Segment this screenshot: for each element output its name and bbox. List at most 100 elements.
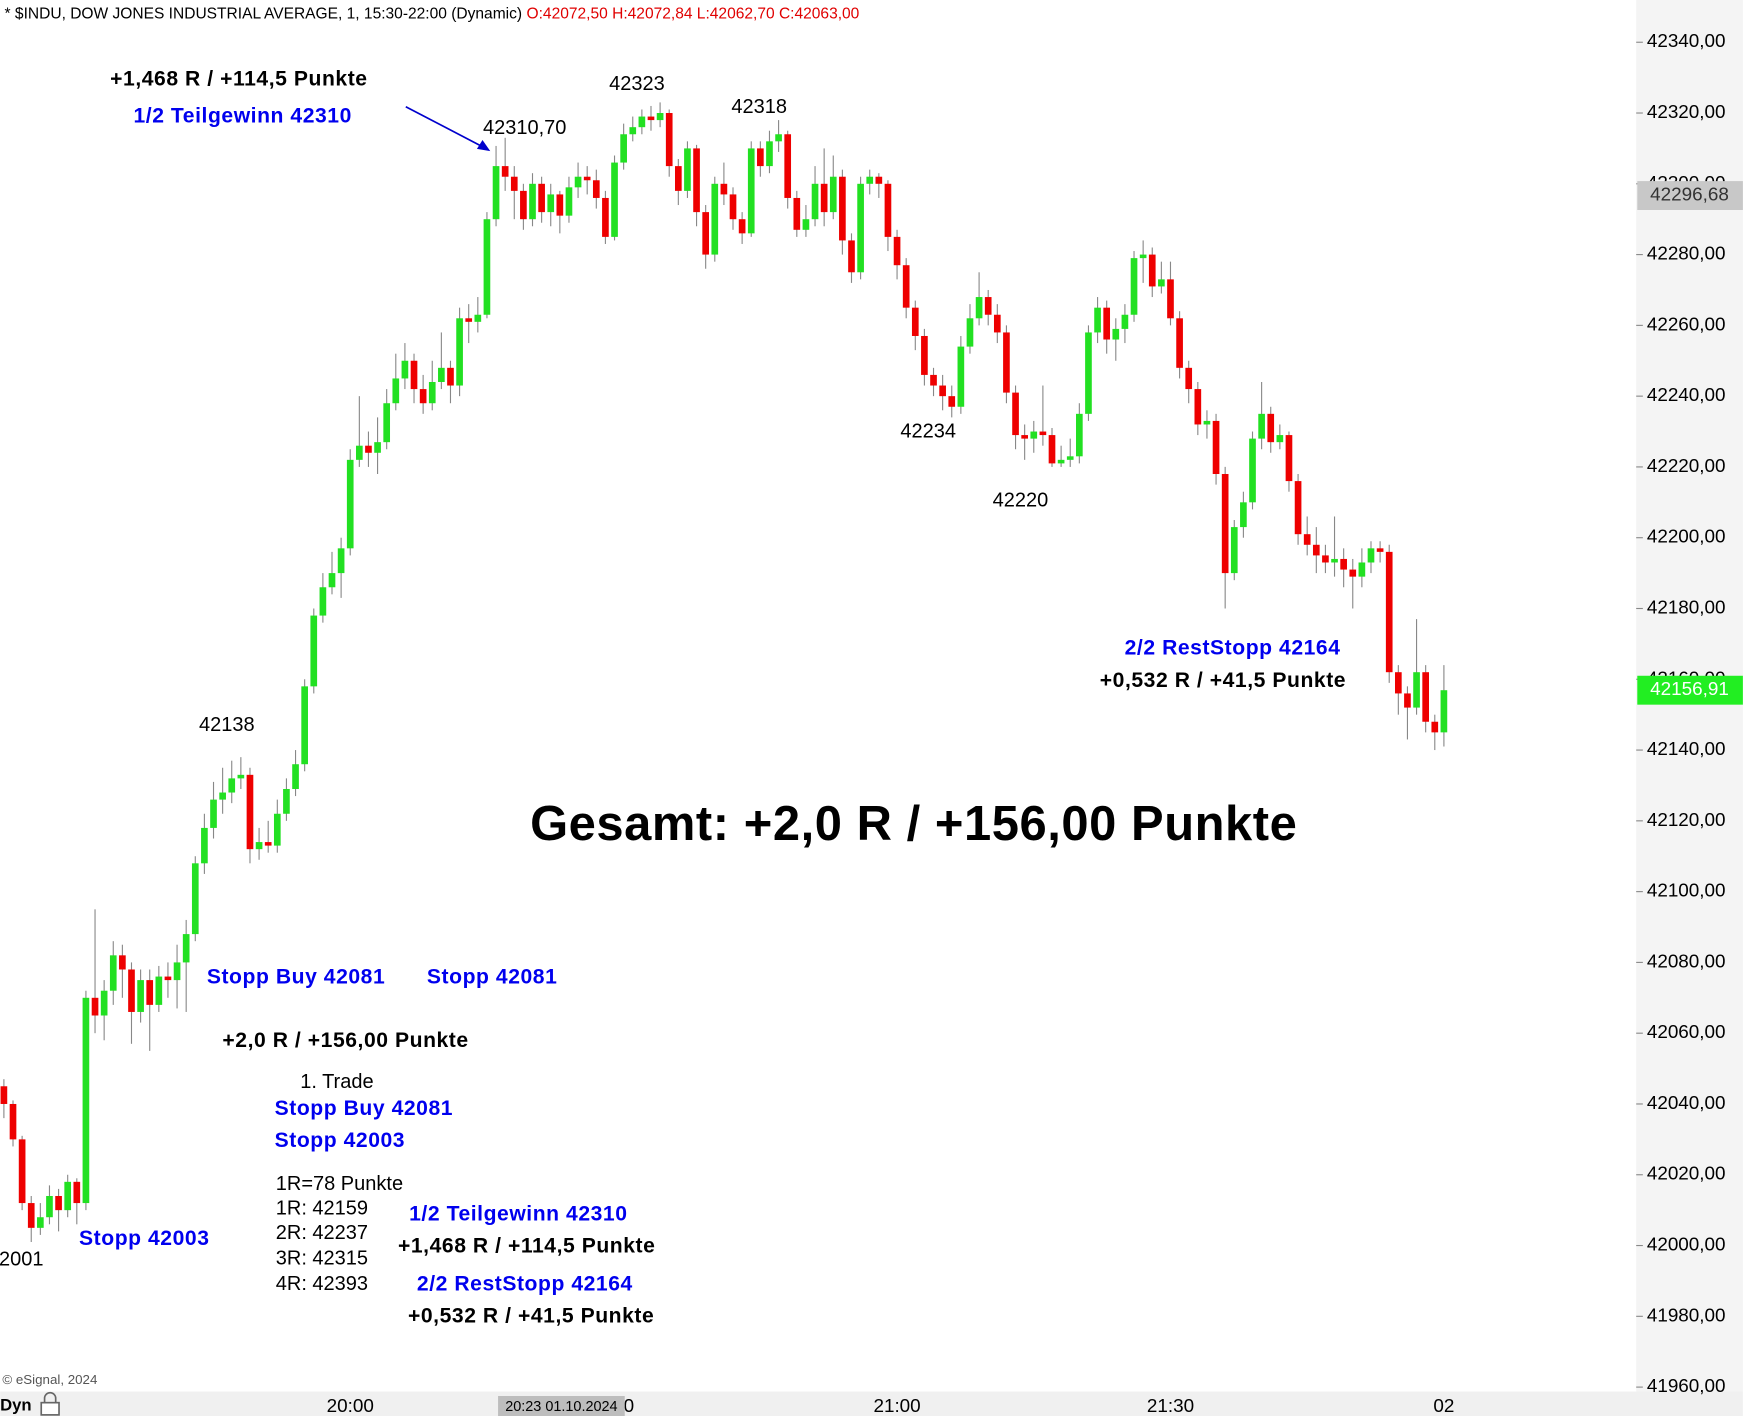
candle-body <box>793 197 801 230</box>
crosshair-box <box>498 1395 625 1416</box>
candle-body <box>392 378 400 404</box>
candle-body <box>811 183 819 220</box>
candle-body <box>592 180 600 198</box>
candle-body <box>665 113 673 167</box>
candle-body <box>729 194 737 220</box>
candle-body <box>784 134 792 198</box>
candle-body <box>611 162 618 237</box>
candle-body <box>447 367 454 386</box>
annotation: 42310,70 <box>483 117 566 139</box>
candle-body <box>975 297 983 319</box>
candle-body <box>374 442 381 453</box>
candle-body <box>210 799 217 828</box>
candle-body <box>1121 314 1129 329</box>
candle-body <box>902 265 910 308</box>
annotation: 1R: 42159 <box>276 1198 368 1220</box>
x-tick-label: 21:00 <box>873 1396 920 1416</box>
annotation: 1R=78 Punkte <box>276 1173 403 1195</box>
title-text: * $INDU, DOW JONES INDUSTRIAL AVERAGE, 1… <box>5 6 523 23</box>
y-tick-label: 41980,00 <box>1647 1305 1726 1326</box>
candle-body <box>1422 672 1430 722</box>
candle-body <box>1139 254 1147 259</box>
annotation: Stopp 42003 <box>79 1227 209 1250</box>
candle-body <box>137 980 144 1012</box>
y-tick-label: 42240,00 <box>1647 385 1726 406</box>
candle-body <box>264 842 272 846</box>
candle-body <box>1331 558 1338 563</box>
candle-body <box>693 148 700 213</box>
candle-body <box>219 792 226 800</box>
candle-body <box>1194 389 1202 425</box>
candle-body <box>292 764 299 789</box>
y-tick-label: 42100,00 <box>1647 881 1726 902</box>
candle-body <box>55 1195 62 1211</box>
price-marker-label: 42296,68 <box>1650 185 1729 206</box>
candle-body <box>301 686 308 765</box>
candle-body <box>984 297 992 315</box>
y-tick-label: 42220,00 <box>1647 456 1726 477</box>
candle-body <box>182 934 190 963</box>
annotation: Stopp Buy 42081 <box>275 1097 453 1120</box>
candle-body <box>629 127 637 135</box>
footer-label: Dyn <box>0 1395 31 1414</box>
candle-body <box>875 176 883 184</box>
candle-body <box>711 183 719 255</box>
candle-body <box>1085 332 1092 414</box>
candle-body <box>1148 254 1156 287</box>
candle-body <box>438 367 445 382</box>
candle-body <box>766 141 773 167</box>
candle-body <box>1012 392 1019 436</box>
candle-body <box>1440 690 1448 733</box>
candle-body <box>1249 438 1256 503</box>
candle-body <box>310 615 318 687</box>
candle-body <box>747 148 755 234</box>
candle-body <box>91 997 99 1016</box>
candle-body <box>37 1217 44 1228</box>
y-tick-label: 42320,00 <box>1647 102 1726 123</box>
candle-body <box>1367 548 1375 563</box>
y-tick-label: 42020,00 <box>1647 1164 1726 1185</box>
candle-body <box>1176 318 1183 368</box>
candle-body <box>510 176 518 191</box>
candle-body <box>957 346 965 407</box>
y-tick-label: 42060,00 <box>1647 1022 1726 1043</box>
candle-body <box>1431 721 1439 733</box>
candle-body <box>155 976 163 1005</box>
candle-body <box>1276 435 1284 443</box>
candle-body <box>529 183 536 220</box>
candle-body <box>1039 431 1047 436</box>
candle-body <box>1267 413 1275 443</box>
candle-body <box>1322 555 1329 563</box>
ohlc-label: O:42072,50 H:42072,84 L:42062,70 C:42063… <box>527 6 860 23</box>
candle-body <box>520 190 527 220</box>
candle-body <box>993 314 1001 333</box>
candle-body <box>930 374 937 386</box>
price-marker <box>1637 181 1743 210</box>
lock-icon <box>40 1391 60 1416</box>
candle-body <box>191 863 199 935</box>
candle-body <box>1312 544 1320 556</box>
annotation: +2,0 R / +156,00 Punkte <box>222 1029 468 1052</box>
candle-body <box>46 1195 53 1218</box>
candle-body <box>1130 258 1138 315</box>
y-tick-label: 42080,00 <box>1647 951 1726 972</box>
y-tick-label: 42140,00 <box>1647 739 1726 760</box>
price-marker-label: 42156,91 <box>1650 679 1729 700</box>
candle-body <box>410 360 418 390</box>
candle-body <box>857 183 864 273</box>
candle-body <box>948 396 956 407</box>
candle-body <box>164 976 172 981</box>
candle-body <box>1394 672 1402 694</box>
candle-body <box>419 389 427 404</box>
candle-body <box>638 116 646 128</box>
candle-body <box>1404 693 1411 708</box>
candle-body <box>1258 413 1265 439</box>
annotation: +1,468 R / +114,5 Punkte <box>398 1235 655 1258</box>
candle-body <box>273 813 281 846</box>
candle-body <box>702 212 710 255</box>
y-tick-label: 42120,00 <box>1647 810 1726 831</box>
y-tick-label: 42340,00 <box>1647 31 1726 52</box>
x-tick-label: 21:30 <box>1147 1396 1194 1416</box>
